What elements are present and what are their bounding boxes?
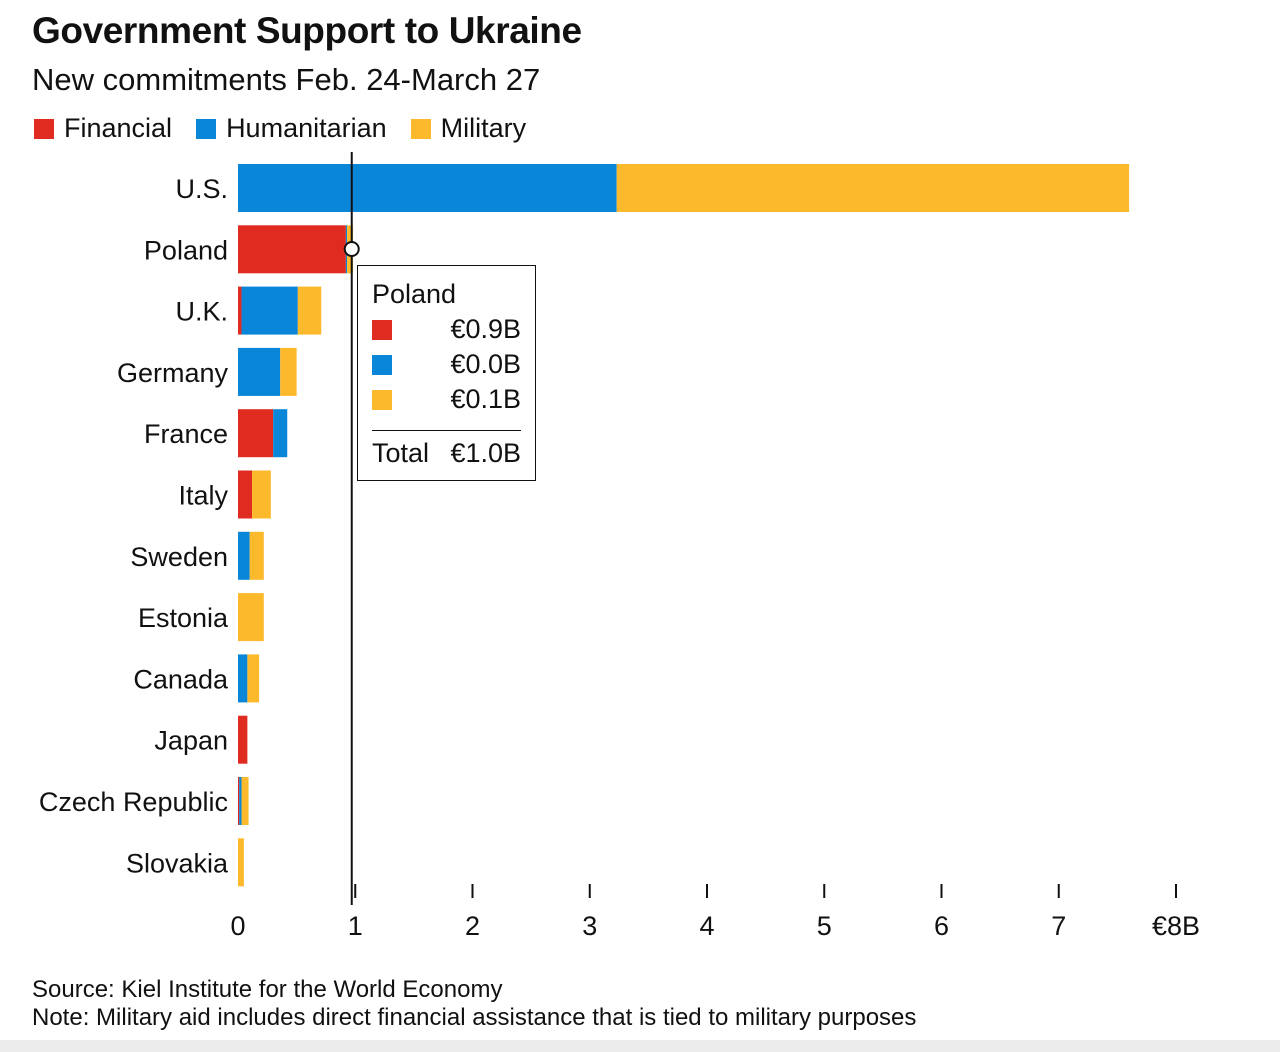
- source-note: Source: Kiel Institute for the World Eco…: [32, 976, 503, 1003]
- x-tick-label-0: 0: [230, 911, 245, 941]
- bar-estonia-military[interactable]: [238, 593, 264, 642]
- chart-title: Government Support to Ukraine: [32, 10, 582, 51]
- tooltip-value-military: €0.1B: [450, 384, 521, 414]
- tooltip-value-humanitarian: €0.0B: [450, 349, 521, 379]
- legend-swatch-financial: [34, 118, 54, 139]
- bar-u-k-financial[interactable]: [238, 286, 242, 335]
- bar-canada-humanitarian[interactable]: [238, 654, 248, 703]
- chart-footer: Source: Kiel Institute for the World Eco…: [32, 976, 916, 1032]
- x-tick-label-1: 1: [348, 911, 363, 941]
- legend-item-humanitarian[interactable]: Humanitarian: [196, 113, 387, 144]
- tooltip-value-financial: €0.9B: [450, 314, 521, 344]
- x-tick-label-8: €8B: [1152, 911, 1200, 941]
- category-label-germany: Germany: [117, 358, 229, 388]
- x-tick-label-2: 2: [465, 911, 480, 941]
- tooltip-total-label: Total: [372, 438, 430, 468]
- x-tick-label-4: 4: [699, 911, 714, 941]
- category-label-sweden: Sweden: [130, 542, 228, 572]
- category-label-u-k: U.K.: [175, 297, 228, 327]
- bar-u-s-military[interactable]: [616, 164, 1130, 212]
- bar-u-k-military[interactable]: [297, 286, 322, 335]
- bar-canada-military[interactable]: [247, 654, 260, 703]
- tooltip-title: Poland: [372, 279, 457, 309]
- legend-label-humanitarian: Humanitarian: [226, 113, 387, 143]
- bar-sweden-humanitarian[interactable]: [238, 531, 250, 580]
- bar-poland-financial[interactable]: [238, 225, 346, 274]
- bar-czech-republic-military[interactable]: [241, 777, 249, 825]
- bar-slovakia-military[interactable]: [238, 838, 244, 887]
- bar-italy-financial[interactable]: [238, 470, 253, 519]
- tooltip-row-military: €0.1B: [372, 382, 521, 417]
- tooltip-total-value: €1.0B: [450, 438, 521, 468]
- category-label-czech-republic: Czech Republic: [39, 787, 228, 817]
- category-label-canada: Canada: [133, 664, 229, 694]
- legend-swatch-military: [410, 118, 431, 139]
- legend-label-financial: Financial: [64, 113, 173, 143]
- legend-item-financial[interactable]: Financial: [34, 113, 172, 144]
- legend-item-military[interactable]: Military: [410, 113, 527, 144]
- category-label-estonia: Estonia: [138, 603, 229, 633]
- category-label-u-s: U.S.: [175, 174, 228, 204]
- category-label-slovakia: Slovakia: [126, 848, 229, 878]
- bar-france-humanitarian[interactable]: [273, 409, 288, 458]
- bar-italy-military[interactable]: [252, 470, 271, 519]
- tooltip-swatch-humanitarian: [372, 354, 392, 375]
- bar-japan-financial[interactable]: [238, 715, 248, 764]
- bar-czech-republic-humanitarian[interactable]: [239, 777, 242, 825]
- tooltip-swatch-financial: [372, 319, 392, 340]
- legend-swatch-humanitarian: [196, 118, 217, 139]
- hover-point-marker: [343, 241, 360, 257]
- legend-label-military: Military: [440, 113, 527, 143]
- category-label-france: France: [144, 419, 228, 449]
- bar-czech-republic-financial[interactable]: [238, 777, 240, 825]
- bar-germany-humanitarian[interactable]: [238, 347, 281, 396]
- category-label-japan: Japan: [154, 726, 228, 756]
- x-tick-label-6: 6: [934, 911, 949, 941]
- chart-legend: Financial Humanitarian Military: [34, 113, 550, 144]
- x-tick-label-7: 7: [1051, 911, 1066, 941]
- x-tick-label-5: 5: [817, 911, 832, 941]
- bar-germany-military[interactable]: [280, 347, 297, 396]
- x-tick-label-3: 3: [582, 911, 597, 941]
- tooltip-swatch-military: [372, 389, 392, 410]
- bar-chart[interactable]: U.S. Poland U.K. Germany France Italy Sweden Es…: [0, 0, 1280, 960]
- tooltip-total-row: Total €1.0B: [372, 431, 521, 471]
- tooltip-divider: [372, 430, 521, 431]
- category-label-poland: Poland: [144, 235, 228, 265]
- tooltip-row-financial: €0.9B: [372, 312, 521, 347]
- bar-u-s-humanitarian[interactable]: [238, 164, 617, 212]
- chart-tooltip: Poland €0.9B €0.0B €0.1B Total €1.0B: [357, 265, 536, 481]
- category-label-italy: Italy: [178, 481, 228, 511]
- tooltip-row-humanitarian: €0.0B: [372, 347, 521, 382]
- bar-sweden-military[interactable]: [249, 531, 264, 580]
- chart-subtitle: New commitments Feb. 24-March 27: [32, 62, 541, 97]
- bar-u-k-humanitarian[interactable]: [241, 286, 298, 335]
- methodology-note: Note: Military aid includes direct finan…: [32, 1004, 917, 1031]
- bar-france-financial[interactable]: [238, 409, 274, 458]
- page-bottom-edge: [0, 1040, 1280, 1052]
